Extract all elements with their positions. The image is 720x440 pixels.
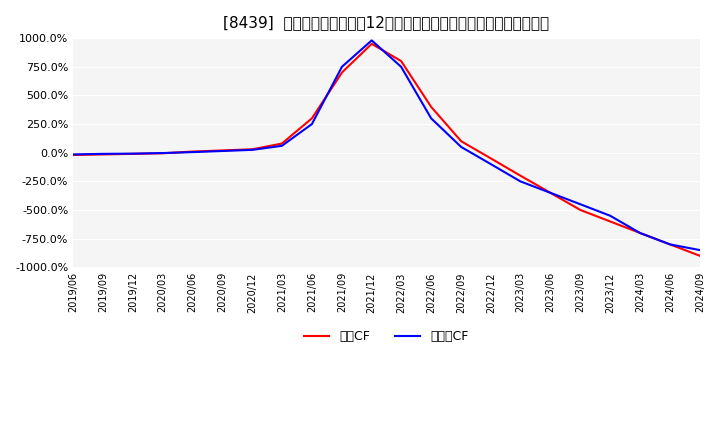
- フリーCF: [636, 230, 644, 235]
- フリーCF: [487, 161, 495, 167]
- フリーCF: [99, 151, 107, 157]
- Title: [8439]  キャッシュフローの12か月移動合計の対前年同期増減率の推移: [8439] キャッシュフローの12か月移動合計の対前年同期増減率の推移: [223, 15, 549, 30]
- 営業CF: [427, 104, 436, 110]
- 営業CF: [665, 242, 674, 247]
- 営業CF: [606, 219, 614, 224]
- フリーCF: [427, 116, 436, 121]
- 営業CF: [248, 147, 257, 152]
- Line: 営業CF: 営業CF: [73, 44, 700, 256]
- フリーCF: [576, 202, 585, 207]
- フリーCF: [69, 152, 78, 157]
- フリーCF: [277, 143, 286, 148]
- フリーCF: [338, 64, 346, 70]
- フリーCF: [397, 64, 405, 70]
- 営業CF: [129, 151, 138, 157]
- フリーCF: [129, 151, 138, 156]
- フリーCF: [457, 144, 466, 150]
- 営業CF: [158, 150, 167, 156]
- 営業CF: [576, 207, 585, 213]
- 営業CF: [307, 116, 316, 121]
- 営業CF: [367, 41, 376, 47]
- フリーCF: [307, 121, 316, 127]
- フリーCF: [218, 148, 227, 154]
- 営業CF: [218, 148, 227, 153]
- 営業CF: [189, 149, 197, 154]
- 営業CF: [546, 190, 554, 195]
- 営業CF: [338, 70, 346, 75]
- フリーCF: [696, 247, 704, 253]
- フリーCF: [189, 150, 197, 155]
- 営業CF: [69, 152, 78, 158]
- Line: フリーCF: フリーCF: [73, 40, 700, 250]
- 営業CF: [277, 141, 286, 146]
- 営業CF: [99, 152, 107, 157]
- フリーCF: [158, 150, 167, 156]
- フリーCF: [606, 213, 614, 218]
- Legend: 営業CF, フリーCF: 営業CF, フリーCF: [300, 325, 474, 348]
- フリーCF: [665, 242, 674, 247]
- 営業CF: [516, 173, 525, 178]
- フリーCF: [546, 190, 554, 195]
- フリーCF: [248, 147, 257, 153]
- フリーCF: [516, 179, 525, 184]
- 営業CF: [397, 59, 405, 64]
- 営業CF: [487, 156, 495, 161]
- フリーCF: [367, 38, 376, 43]
- 営業CF: [457, 139, 466, 144]
- 営業CF: [696, 253, 704, 258]
- 営業CF: [636, 230, 644, 235]
